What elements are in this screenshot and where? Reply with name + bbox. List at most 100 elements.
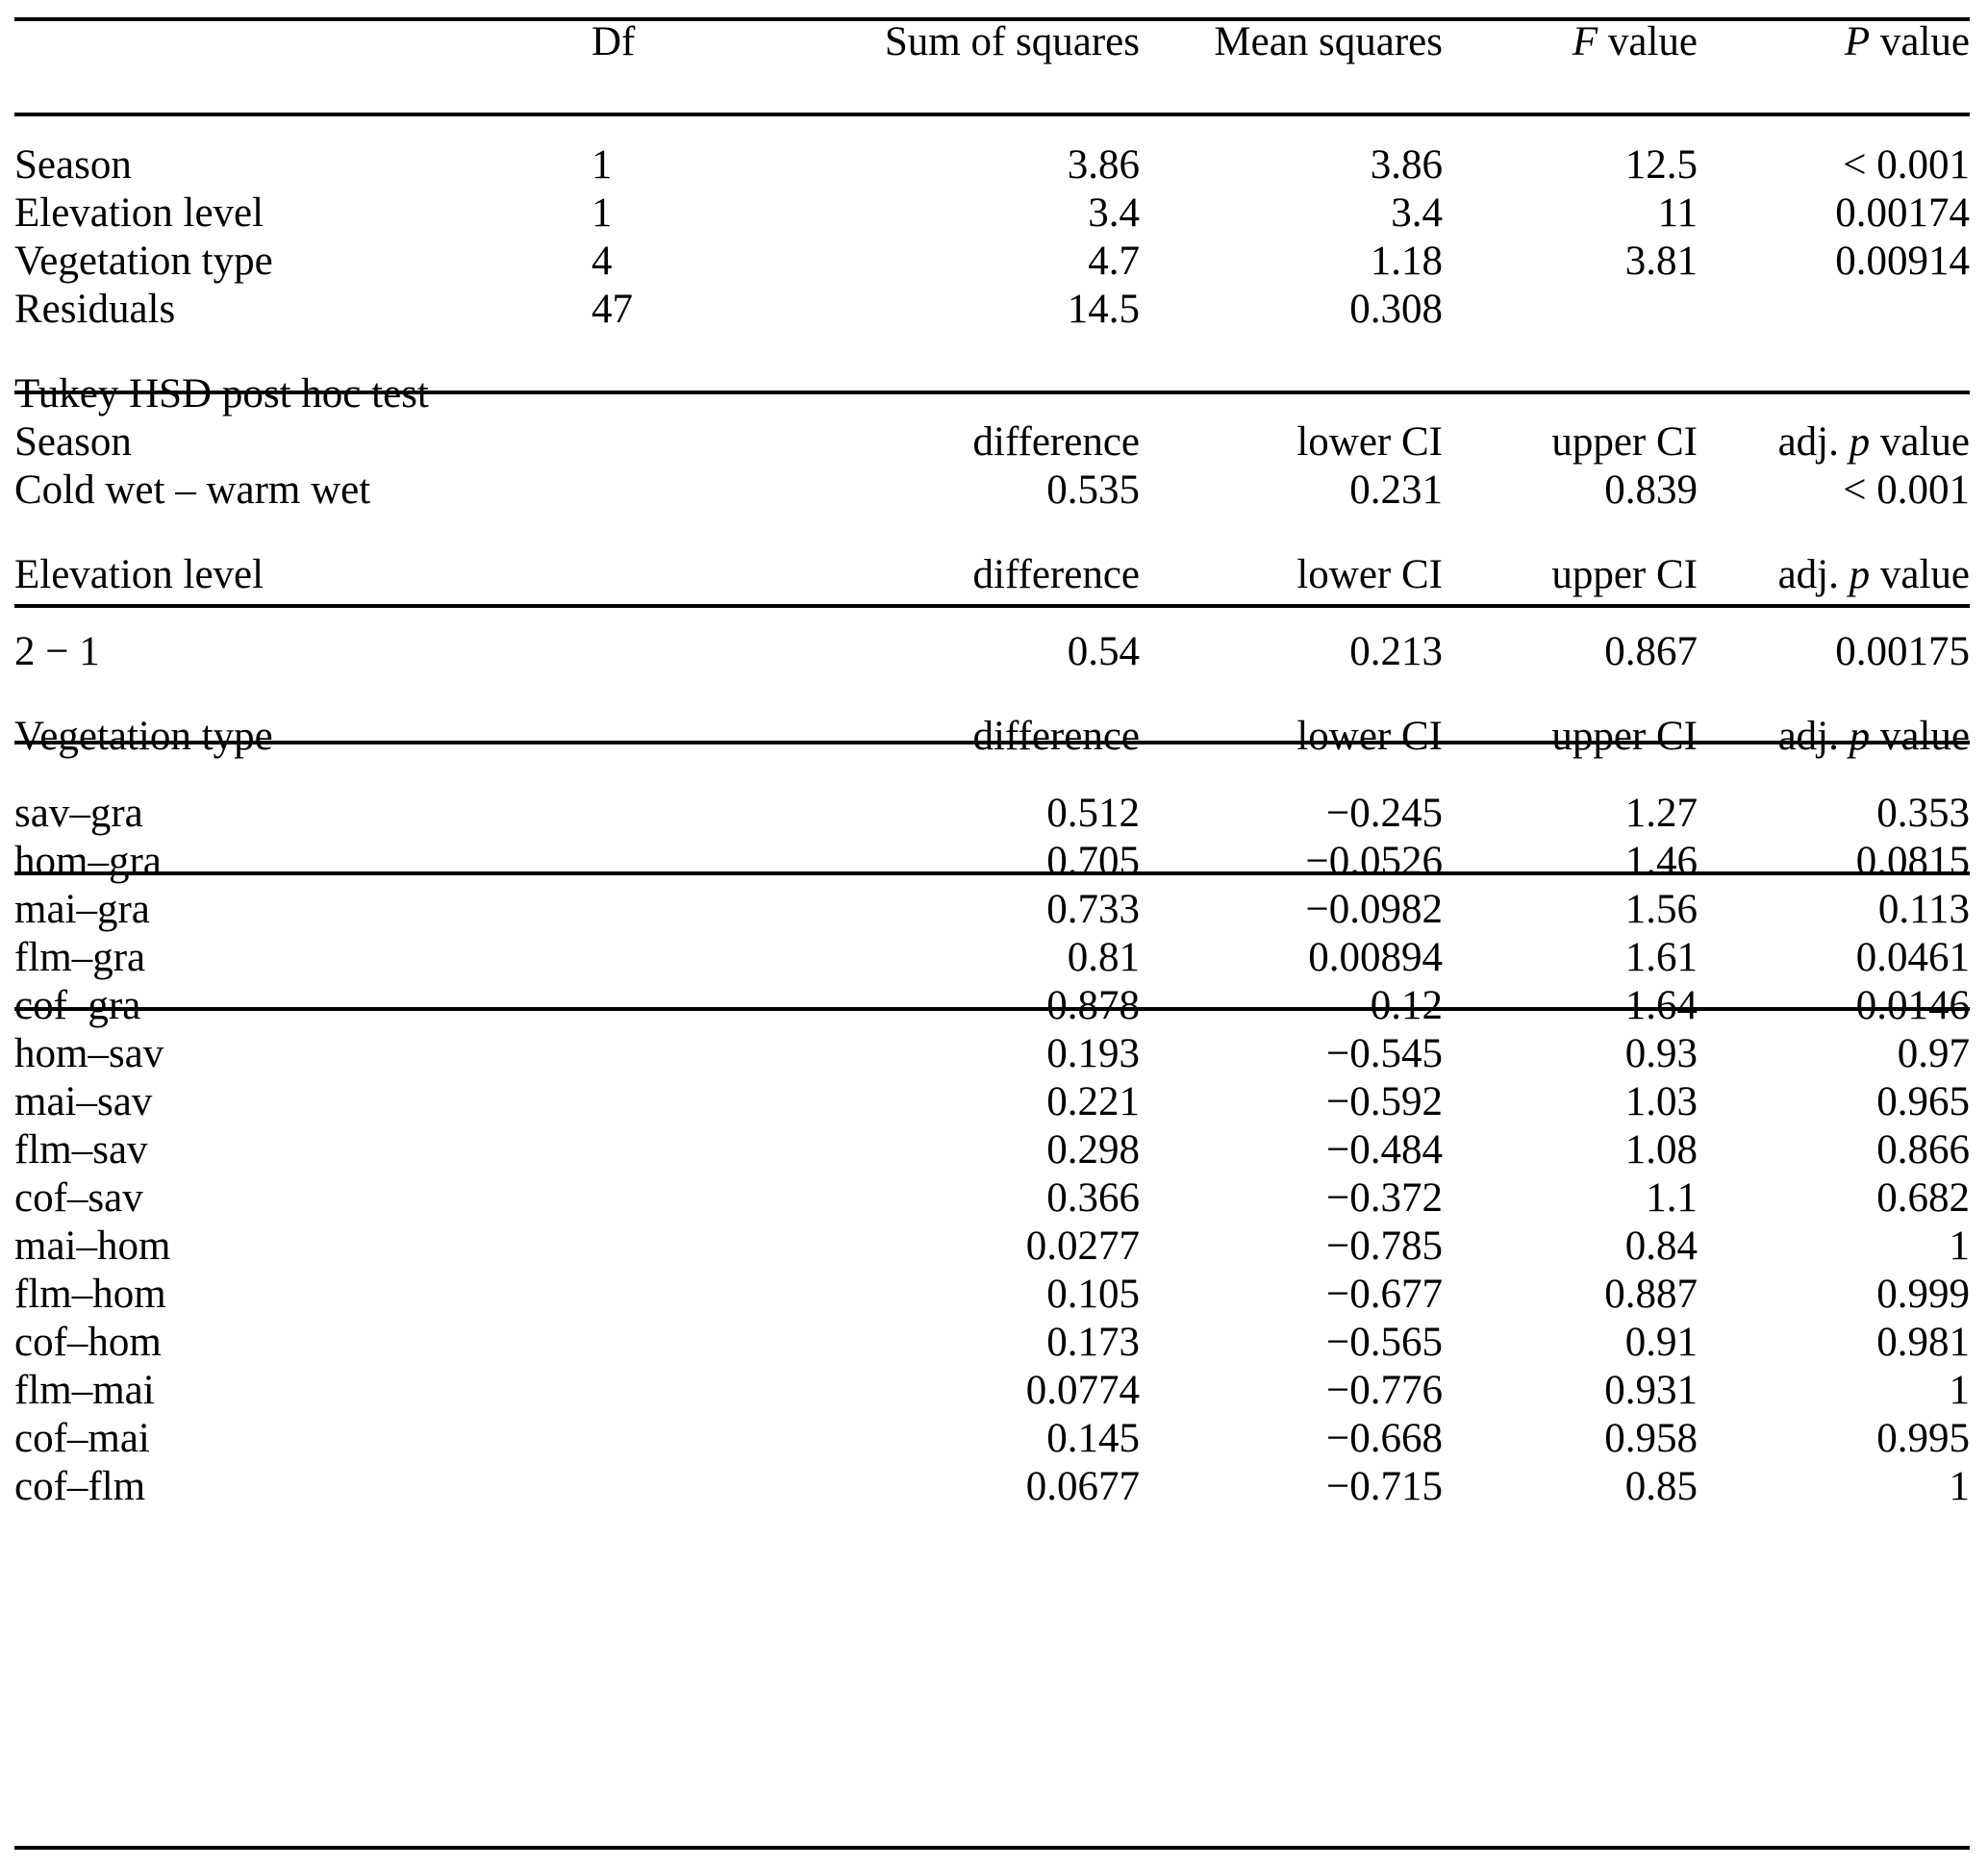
rule-below-elevation-header xyxy=(14,741,1970,744)
tukey-row-difference: 0.54 xyxy=(1067,629,1140,674)
tukey-row-lower-ci: −0.0526 xyxy=(1305,839,1443,884)
tukey-elevation-subheader-row: Elevation level difference lower CI uppe… xyxy=(14,554,1970,602)
tukey-section-name: Elevation level xyxy=(14,552,264,597)
tukey-row-adj-p: 0.0146 xyxy=(1855,983,1970,1028)
anova-row-label: Residuals xyxy=(14,287,176,332)
f-value-word: value xyxy=(1598,19,1698,64)
tukey-row-adj-p: < 0.001 xyxy=(1843,467,1970,513)
anova-header-df: Df xyxy=(591,19,636,64)
anova-row-f: 12.5 xyxy=(1624,142,1698,188)
tukey-row-difference: 0.705 xyxy=(1046,839,1140,884)
anova-row-ss: 3.86 xyxy=(1067,142,1140,188)
tukey-row-upper-ci: 0.958 xyxy=(1604,1416,1698,1461)
tukey-title: Tukey HSD post hoc test xyxy=(14,371,429,416)
tukey-row-lower-ci: −0.776 xyxy=(1325,1368,1443,1413)
tukey-row-upper-ci: 1.03 xyxy=(1624,1079,1698,1124)
spacer-after-anova-body xyxy=(14,337,1970,373)
table-row: flm–mai 0.0774 −0.776 0.931 1 xyxy=(14,1370,1970,1418)
tukey-row-label: mai–sav xyxy=(14,1079,153,1124)
tukey-row-upper-ci: 1.56 xyxy=(1624,887,1698,932)
anova-row-p: 0.00914 xyxy=(1835,239,1970,284)
anova-row-df: 47 xyxy=(591,287,633,332)
rule-below-vegetation-header xyxy=(14,1007,1970,1011)
tukey-row-difference: 0.366 xyxy=(1046,1175,1140,1221)
tukey-row-adj-p: 0.113 xyxy=(1877,887,1970,932)
tukey-row-label: sav–gra xyxy=(14,791,143,836)
p-value-word: value xyxy=(1870,19,1970,64)
spacer-after-season xyxy=(14,517,1970,554)
tukey-row-label: flm–mai xyxy=(14,1368,155,1413)
tukey-row-label: mai–hom xyxy=(14,1224,171,1269)
tukey-row-adj-p: 0.866 xyxy=(1876,1127,1970,1173)
subheader-lower-ci: lower CI xyxy=(1296,419,1443,465)
table-row: cof–hom 0.173 −0.565 0.91 0.981 xyxy=(14,1322,1970,1370)
table-row: mai–hom 0.0277 −0.785 0.84 1 xyxy=(14,1225,1970,1274)
anova-row-ss: 4.7 xyxy=(1088,239,1140,284)
tukey-row-lower-ci: 0.00894 xyxy=(1308,935,1443,980)
anova-row-ss: 14.5 xyxy=(1067,287,1140,332)
table-row: Residuals 47 14.5 0.308 xyxy=(14,289,1970,337)
anova-row-ms: 3.4 xyxy=(1391,190,1443,236)
tukey-row-label: mai–gra xyxy=(14,887,150,932)
tukey-row-adj-p: 0.0815 xyxy=(1855,839,1970,884)
anova-row-ms: 0.308 xyxy=(1349,287,1443,332)
tukey-row-lower-ci: −0.592 xyxy=(1325,1079,1443,1124)
tukey-row-difference: 0.733 xyxy=(1046,887,1140,932)
value-word: value xyxy=(1870,419,1970,465)
table-row: cof–mai 0.145 −0.668 0.958 0.995 xyxy=(14,1418,1970,1466)
anova-row-p xyxy=(1698,289,1970,337)
anova-row-p: 0.00174 xyxy=(1835,190,1970,236)
subheader-upper-ci: upper CI xyxy=(1551,419,1698,465)
tukey-row-label: cof–gra xyxy=(14,983,141,1028)
p-symbol: P xyxy=(1844,19,1871,64)
anova-row-label: Vegetation type xyxy=(14,239,273,284)
p-symbol: p xyxy=(1849,552,1871,597)
tukey-row-lower-ci: −0.565 xyxy=(1325,1320,1443,1365)
anova-row-ms: 3.86 xyxy=(1370,142,1443,188)
tukey-row-lower-ci: −0.372 xyxy=(1325,1175,1443,1221)
tukey-row-upper-ci: 1.27 xyxy=(1624,791,1698,836)
tukey-row-difference: 0.81 xyxy=(1067,935,1140,980)
spacer-vegetation-rule xyxy=(14,764,1970,793)
tukey-row-label: 2 − 1 xyxy=(14,629,100,674)
table-row: 2 − 1 0.54 0.213 0.867 0.00175 xyxy=(14,631,1970,679)
tukey-row-lower-ci: −0.0982 xyxy=(1305,887,1443,932)
anova-and-tukey-table: Df Sum of squares Mean squares F value P… xyxy=(14,0,1970,1514)
tukey-row-label: cof–flm xyxy=(14,1464,146,1509)
tukey-row-adj-p: 0.00175 xyxy=(1835,629,1970,674)
anova-row-ss: 3.4 xyxy=(1088,190,1140,236)
anova-header-blank xyxy=(14,21,591,115)
rule-below-season-section xyxy=(14,604,1970,608)
tukey-row-upper-ci: 1.64 xyxy=(1624,983,1698,1028)
anova-row-label: Elevation level xyxy=(14,190,264,236)
table-row: Cold wet – warm wet 0.535 0.231 0.839 < … xyxy=(14,469,1970,517)
anova-row-f: 11 xyxy=(1657,190,1698,236)
tukey-row-difference: 0.105 xyxy=(1046,1272,1140,1317)
rule-below-elevation-body xyxy=(14,871,1970,875)
table-row: sav–gra 0.512 −0.245 1.27 0.353 xyxy=(14,793,1970,841)
table-row: cof–sav 0.366 −0.372 1.1 0.682 xyxy=(14,1177,1970,1225)
tukey-row-label: hom–gra xyxy=(14,839,162,884)
anova-header-mean-squares: Mean squares xyxy=(1214,19,1443,64)
tukey-row-upper-ci: 0.931 xyxy=(1604,1368,1698,1413)
tukey-section-name: Vegetation type xyxy=(14,714,273,759)
subheader-adj-p-value: adj. p value xyxy=(1698,421,1970,469)
table-row: flm–sav 0.298 −0.484 1.08 0.866 xyxy=(14,1129,1970,1177)
tukey-row-upper-ci: 0.867 xyxy=(1604,629,1698,674)
subheader-difference: difference xyxy=(972,552,1140,597)
tukey-row-adj-p: 0.981 xyxy=(1876,1320,1970,1365)
spacer-after-elevation xyxy=(14,679,1970,716)
tukey-row-label: cof–mai xyxy=(14,1416,150,1461)
tukey-row-upper-ci: 0.91 xyxy=(1624,1320,1698,1365)
tukey-row-adj-p: 1 xyxy=(1949,1368,1971,1413)
tukey-row-lower-ci: 0.12 xyxy=(1370,983,1443,1028)
tukey-row-upper-ci: 0.93 xyxy=(1624,1031,1698,1076)
f-symbol: F xyxy=(1572,19,1598,64)
tukey-row-lower-ci: −0.545 xyxy=(1325,1031,1443,1076)
tukey-row-label: cof–hom xyxy=(14,1320,162,1365)
tukey-row-difference: 0.0774 xyxy=(1025,1368,1140,1413)
tukey-row-adj-p: 0.995 xyxy=(1876,1416,1970,1461)
tukey-row-label: hom–sav xyxy=(14,1031,164,1076)
tukey-row-difference: 0.145 xyxy=(1046,1416,1140,1461)
value-word: value xyxy=(1870,714,1970,759)
